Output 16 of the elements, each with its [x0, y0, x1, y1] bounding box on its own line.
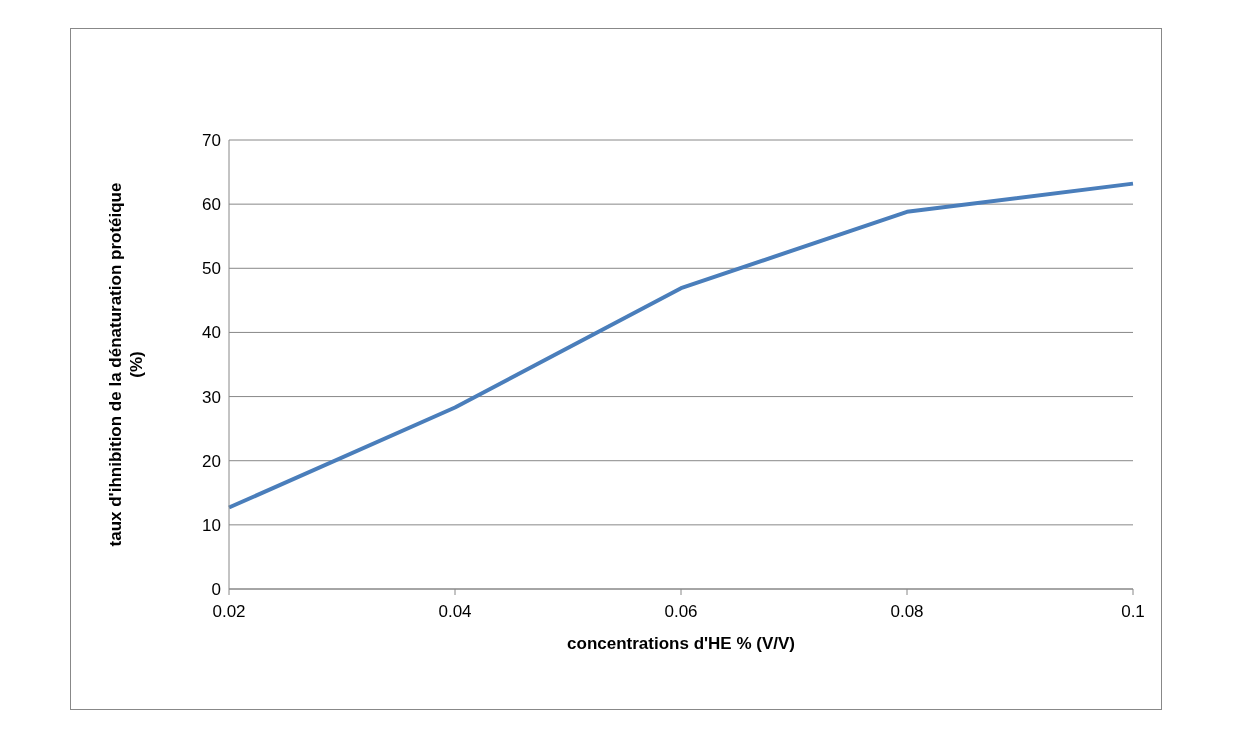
y-axis-title: taux d'ihnibition de la dénaturation protéique (%)	[106, 182, 146, 547]
y-tick-label: 0	[211, 580, 221, 600]
line-series	[227, 181, 1135, 510]
x-tick-label: 0.06	[664, 602, 698, 622]
x-tick-label: 0.04	[438, 602, 472, 622]
x-tick-label: 0.1	[1121, 602, 1145, 622]
y-tick-label: 50	[202, 259, 221, 279]
x-tick-label: 0.02	[212, 602, 246, 622]
x-tick-label: 0.08	[890, 602, 924, 622]
y-tick-label: 70	[202, 131, 221, 151]
y-tick-label: 10	[202, 515, 221, 535]
y-tick-label: 60	[202, 195, 221, 215]
y-tick-label: 30	[202, 387, 221, 407]
x-axis-title: concentrations d'HE % (V/V)	[567, 634, 795, 654]
y-tick-label: 40	[202, 323, 221, 343]
y-tick-label: 20	[202, 451, 221, 471]
